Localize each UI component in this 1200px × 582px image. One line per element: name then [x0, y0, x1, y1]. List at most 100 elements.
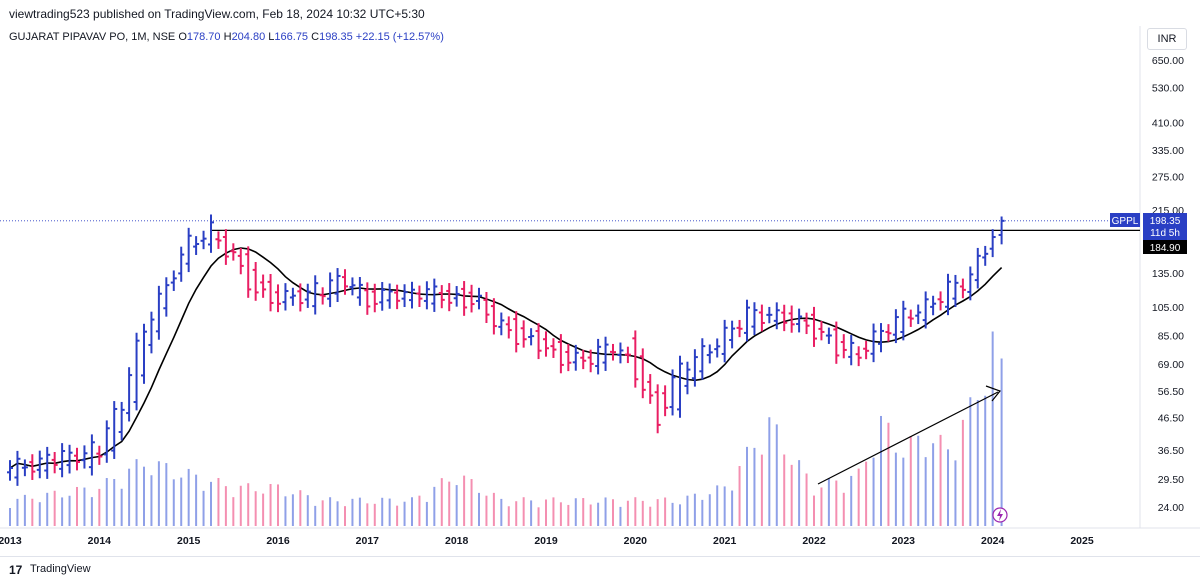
ohlc-bar: [453, 286, 460, 307]
ohlc-bar: [208, 214, 214, 253]
change-value: +22.15 (+12.57%): [355, 31, 444, 43]
ohlc-bar: [252, 261, 259, 301]
ohlc-bar: [528, 328, 535, 346]
ohlc-bar: [111, 401, 118, 459]
ohlc-bar: [245, 246, 252, 298]
price-tick-label: 24.00: [1158, 502, 1184, 514]
ohlc-bar: [699, 338, 706, 380]
ohlc-bar: [855, 346, 862, 367]
ohlc-bar: [327, 272, 334, 308]
ohlc-bar: [51, 451, 58, 474]
ohlc-bar: [438, 285, 445, 309]
ohlc-bar: [103, 420, 110, 463]
ohlc-bar: [870, 323, 877, 363]
ohlc-bar: [788, 305, 795, 333]
ohlc-bar: [386, 283, 393, 309]
ohlc-bar: [44, 446, 51, 479]
ohlc-bar: [74, 447, 80, 471]
ohlc-bar: [215, 231, 222, 249]
close-label: C: [311, 31, 320, 43]
high-value: 204.80: [231, 31, 266, 43]
ohlc-bar: [639, 348, 646, 399]
time-tick-label: 2022: [802, 535, 826, 547]
ohlc-bar: [654, 384, 661, 434]
ohlc-bar: [334, 268, 341, 303]
ohlc-bar: [163, 277, 170, 317]
time-tick-label: 2016: [266, 535, 290, 547]
ohlc-bar: [915, 304, 922, 325]
ohlc-bar: [498, 312, 505, 336]
ohlc-bar: [550, 338, 557, 358]
ohlc-bar: [282, 283, 289, 311]
ohlc-bar: [490, 298, 497, 335]
ohlc-bar: [833, 321, 840, 364]
ohlc-bar: [304, 283, 311, 308]
ohlc-bar: [557, 334, 564, 374]
open-value: 178.70: [186, 31, 221, 43]
ohlc-bar: [409, 281, 415, 309]
ohlc-bar: [96, 445, 103, 465]
ohlc-bar: [945, 273, 951, 316]
ohlc-bar: [371, 283, 378, 313]
open-label: O: [178, 31, 187, 43]
ohlc-bar: [200, 230, 207, 250]
ohlc-bar: [141, 323, 147, 384]
ohlc-bar: [781, 304, 788, 332]
ohlc-bar: [662, 385, 669, 417]
low-label: L: [268, 31, 275, 43]
lightning-icon: [992, 507, 1008, 523]
ohlc-bar: [587, 349, 594, 373]
ohlc-bar: [126, 367, 133, 422]
ohlc-bar: [14, 450, 21, 486]
ohlc-bar: [379, 282, 386, 311]
ohlc-bar: [483, 292, 490, 324]
ohlc-bar: [66, 444, 73, 474]
tradingview-logo-icon: 17: [9, 563, 23, 577]
price-tick-label: 85.00: [1158, 331, 1184, 343]
time-tick-label: 2023: [892, 535, 916, 547]
ohlc-bar: [267, 273, 274, 312]
ohlc-bar: [952, 274, 959, 307]
ohlc-bar: [364, 282, 371, 315]
ohlc-bar: [289, 287, 296, 306]
ohlc-bar: [155, 285, 162, 340]
ohlc-bar: [423, 281, 430, 310]
ohlc-bar: [88, 434, 95, 476]
ohlc-bar: [840, 334, 847, 359]
ohlc-bar: [811, 306, 817, 347]
price-tick-label: 105.00: [1152, 302, 1184, 314]
currency-button[interactable]: INR: [1147, 28, 1187, 50]
ohlc-bar: [959, 278, 966, 299]
ohlc-bar: [744, 299, 750, 342]
price-tick-label: 135.00: [1152, 268, 1184, 280]
ohlc-bar: [312, 275, 319, 315]
ohlc-bar: [967, 266, 974, 301]
ohlc-bar: [349, 277, 356, 296]
ohlc-bar: [766, 306, 773, 324]
ohlc-bar: [148, 311, 155, 354]
ohlc-bar: [796, 308, 803, 333]
ohlc-bar: [736, 319, 743, 338]
symbol-tag: [1110, 213, 1140, 227]
published-text: viewtrading523 published on TradingView.…: [9, 7, 425, 21]
high-label: H: [223, 31, 232, 43]
price-tick-label: 36.50: [1158, 445, 1184, 457]
ohlc-bar: [230, 243, 237, 261]
time-tick-label: 2014: [88, 535, 112, 547]
time-tick-label: 2013: [0, 535, 22, 547]
ohlc-bar: [21, 459, 28, 477]
volume-bars: [9, 331, 1003, 526]
ohlc-bar: [133, 332, 140, 411]
ohlc-bar: [535, 323, 542, 360]
time-tick-label: 2021: [713, 535, 737, 547]
ohlc-bar: [431, 278, 438, 312]
ohlc-bar: [989, 229, 996, 258]
last-price-text: 198.35: [1150, 216, 1181, 227]
ohlc-bar: [580, 349, 587, 370]
ohlc-bar: [758, 304, 765, 332]
ohlc-bar: [446, 283, 453, 312]
ohlc-bar: [416, 285, 423, 307]
chart-canvas[interactable]: 650.00530.00410.00335.00275.00215.00135.…: [0, 0, 1200, 556]
ohlc-bar: [356, 277, 363, 306]
ohlc-bar: [669, 369, 676, 416]
